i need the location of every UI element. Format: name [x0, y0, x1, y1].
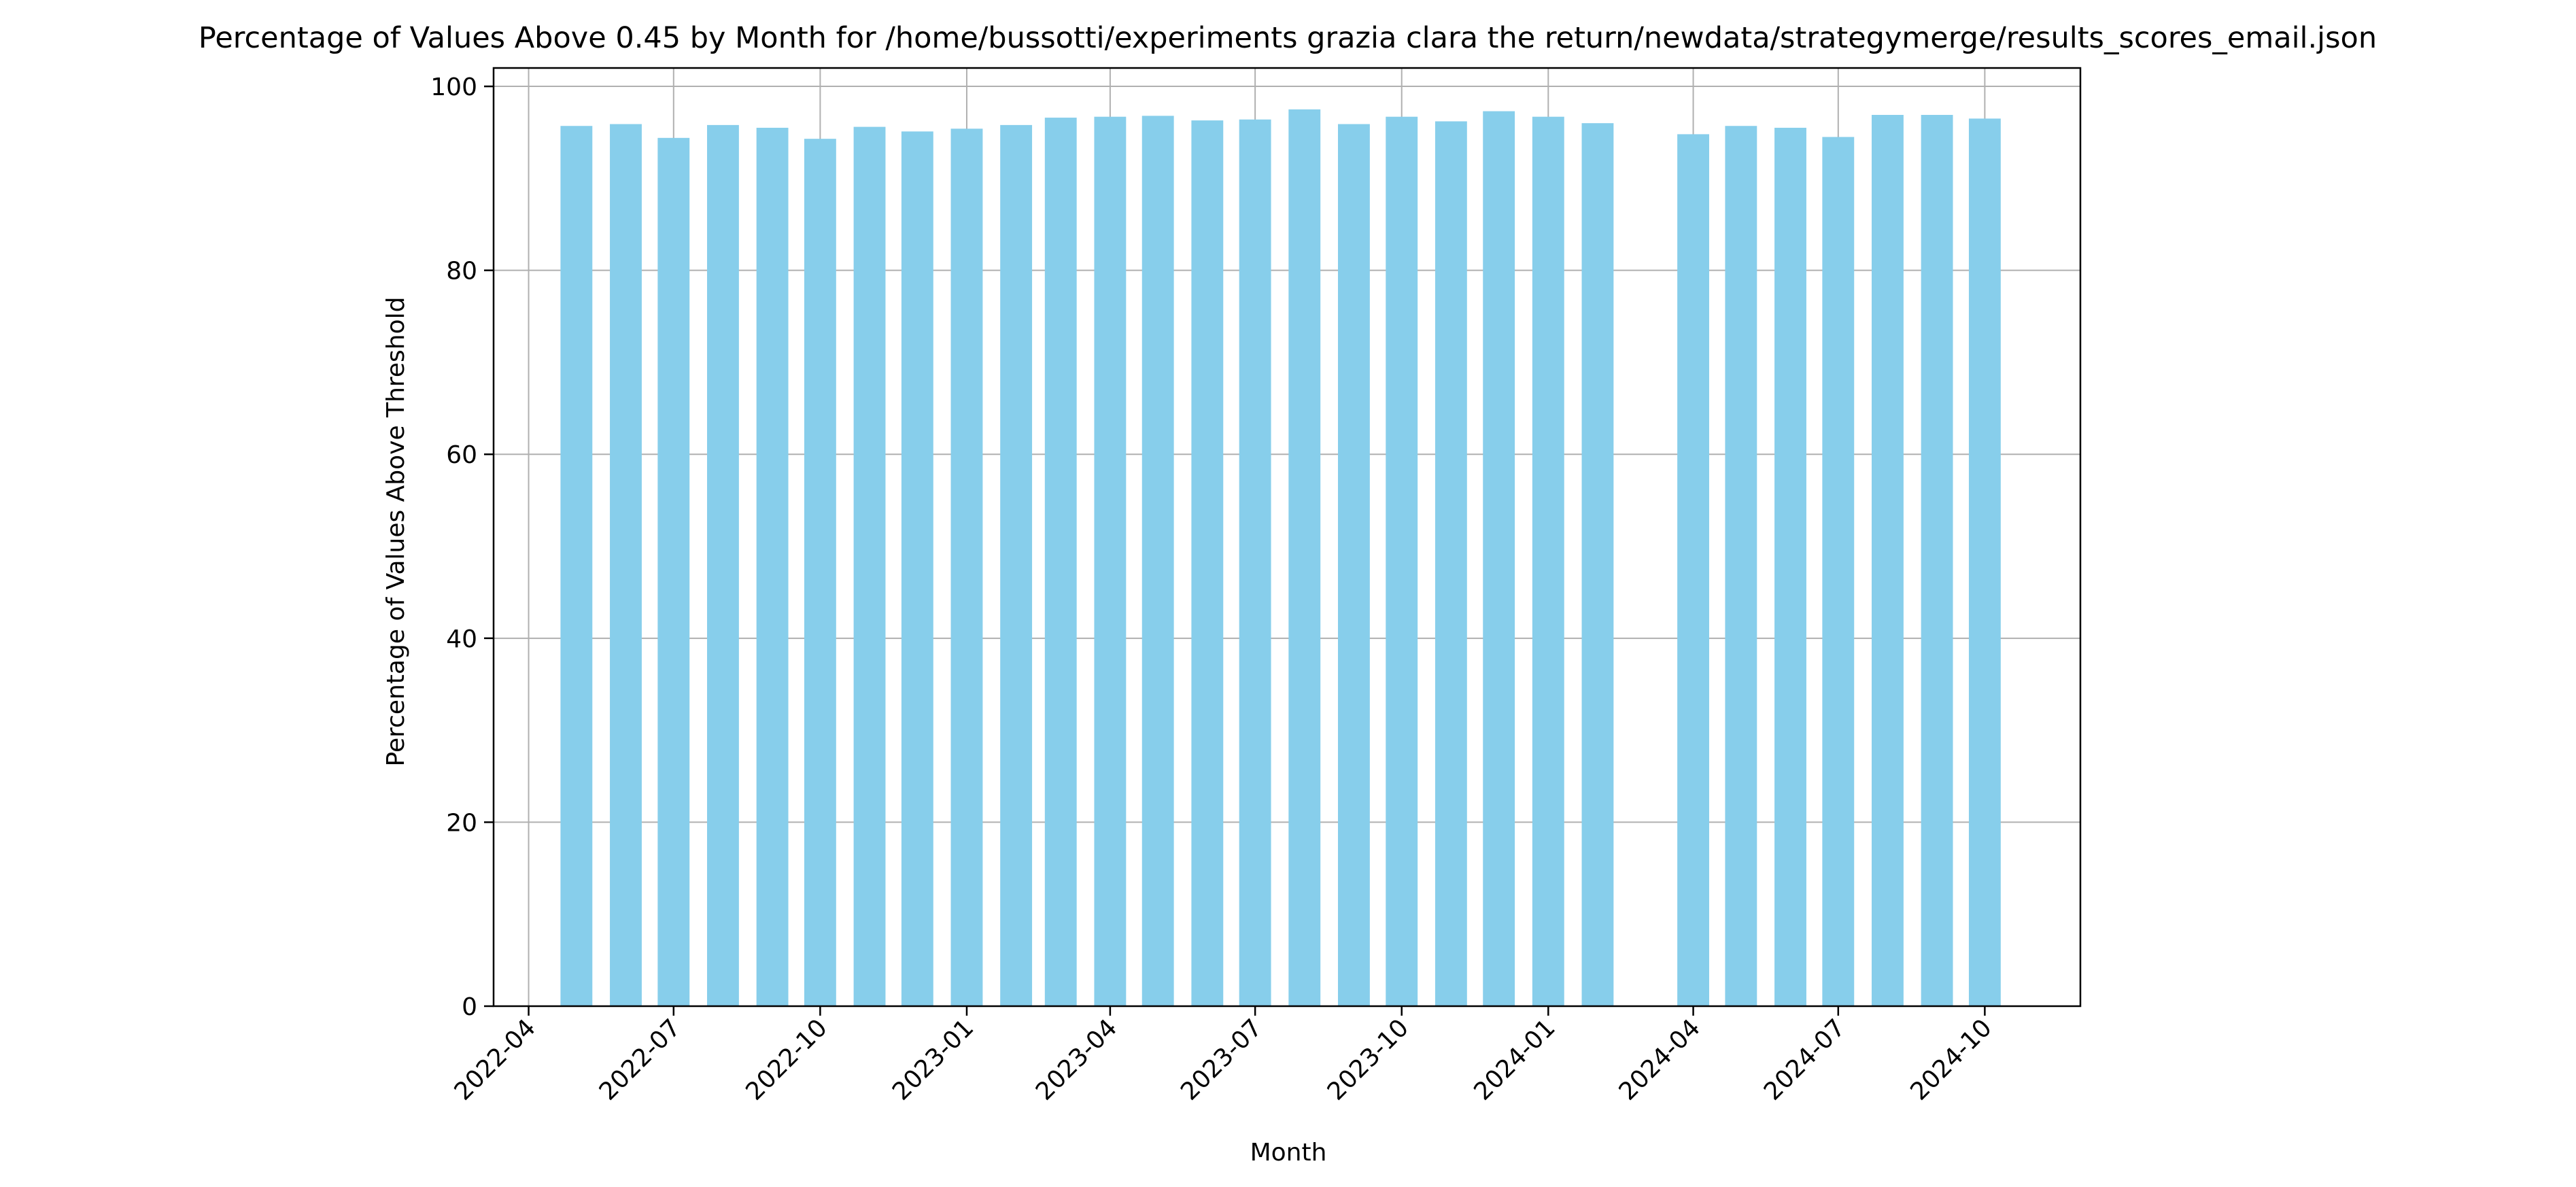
bar-2023-08 — [1288, 109, 1321, 1007]
bar-2023-10 — [1386, 116, 1418, 1006]
bar-2024-09 — [1921, 115, 1953, 1006]
bar-2022-11 — [853, 126, 886, 1006]
bar-2023-11 — [1435, 121, 1467, 1006]
bar-2023-02 — [1000, 124, 1033, 1007]
bar-2023-09 — [1337, 124, 1370, 1006]
bar-2023-05 — [1141, 116, 1174, 1007]
y-axis-ticks: 0 20 40 60 80 100 — [430, 73, 494, 1021]
y-axis-label: Percentage of Values Above Threshold — [382, 297, 410, 767]
y-tick-label: 0 — [462, 993, 477, 1021]
plot-frame — [492, 67, 2082, 1008]
bar-2023-03 — [1044, 118, 1077, 1006]
bar-2022-07 — [657, 137, 690, 1007]
bar-2023-04 — [1094, 116, 1127, 1006]
bar-2024-05 — [1725, 126, 1757, 1006]
y-tick-label: 40 — [446, 625, 477, 653]
bar-2024-07 — [1822, 137, 1855, 1006]
bars — [560, 109, 2001, 1007]
bar-2024-08 — [1872, 115, 1904, 1006]
bar-2024-06 — [1774, 127, 1806, 1007]
bar-2023-07 — [1239, 119, 1271, 1007]
y-tick-label: 60 — [446, 441, 477, 469]
bar-2022-08 — [707, 124, 739, 1007]
chart-title: Percentage of Values Above 0.45 by Month… — [199, 21, 2377, 55]
y-tick-label: 100 — [430, 73, 477, 101]
y-tick-label: 20 — [446, 809, 477, 837]
bar-2022-12 — [901, 131, 933, 1007]
bar-2022-05 — [560, 126, 593, 1006]
bar-2024-04 — [1677, 134, 1709, 1007]
bar-2022-09 — [756, 127, 789, 1007]
bar-2024-01 — [1532, 116, 1564, 1006]
bar-2023-01 — [950, 128, 983, 1007]
bar-2023-06 — [1191, 120, 1224, 1006]
bar-2023-12 — [1483, 111, 1515, 1006]
bar-2022-06 — [610, 124, 642, 1006]
x-axis-label: Month — [1250, 1139, 1327, 1167]
bar-2022-10 — [804, 139, 836, 1006]
bar-2024-10 — [1968, 118, 2001, 1007]
y-tick-label: 80 — [446, 258, 477, 286]
bar-2024-02 — [1581, 123, 1614, 1006]
